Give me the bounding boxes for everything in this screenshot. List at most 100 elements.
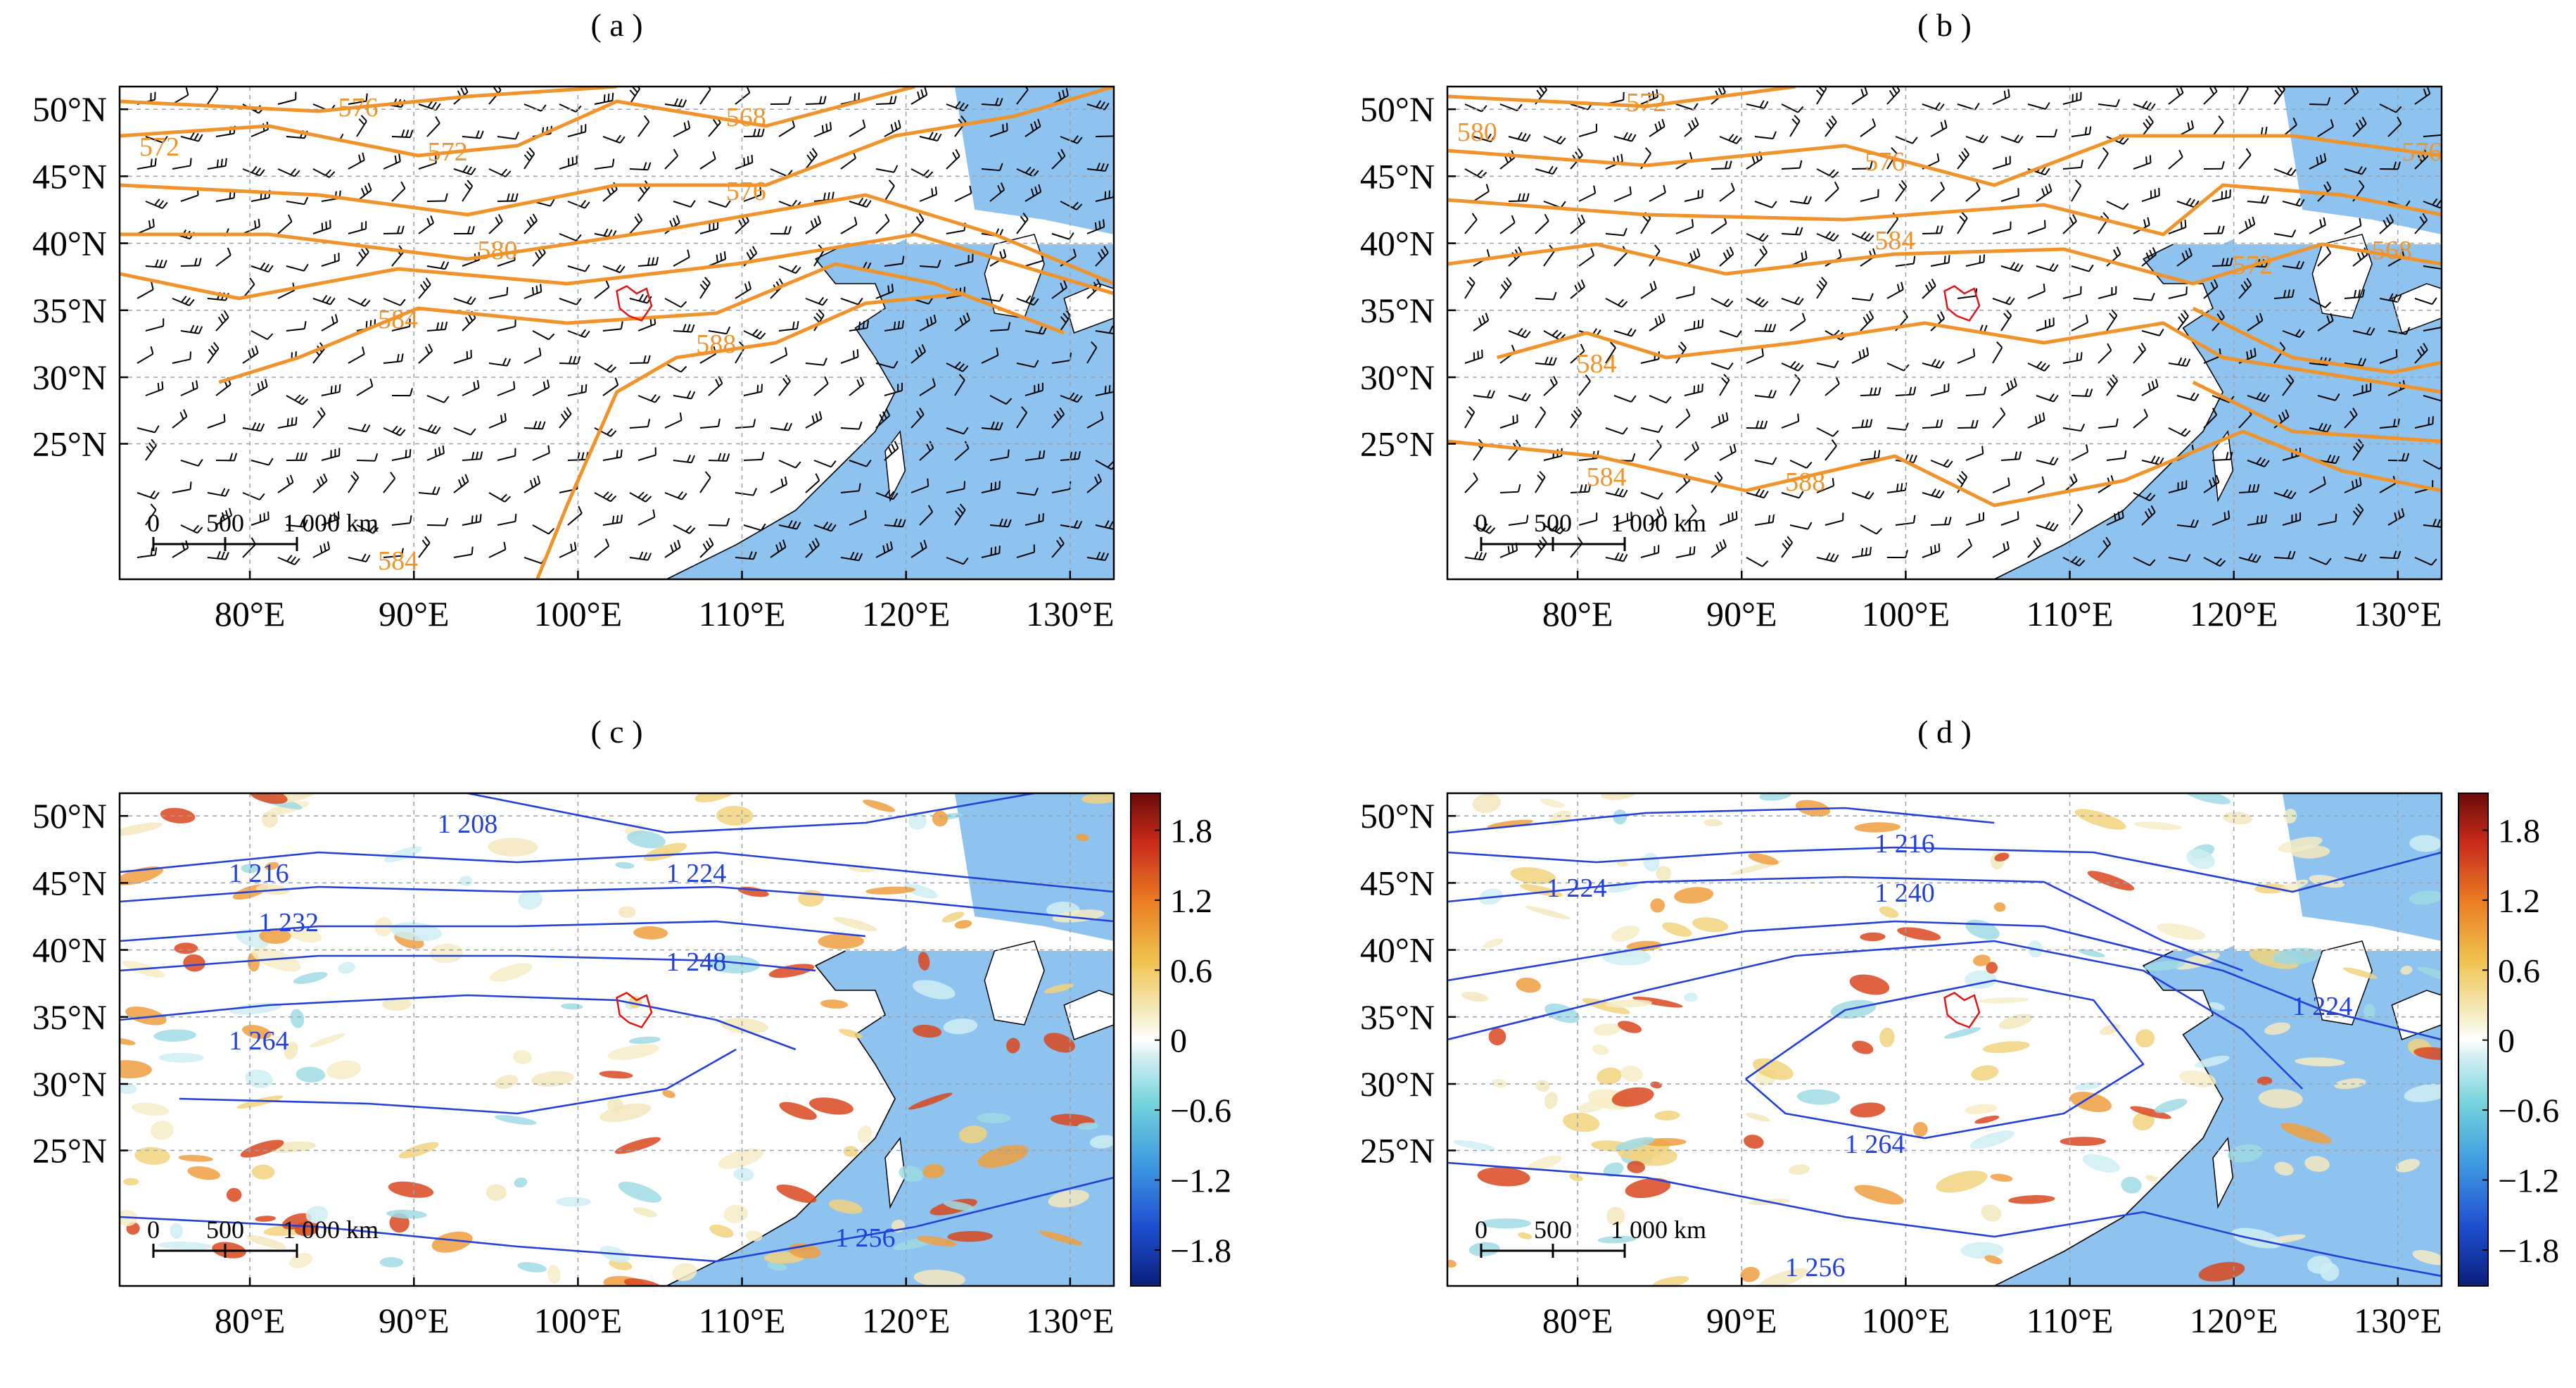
colorbar: 1.8 1.2 0.6 0 −0.6 −1.2 −1.8 [1130,793,1231,1287]
divergence-patch [240,1140,284,1158]
divergence-patch [2274,1161,2294,1176]
divergence-patch [293,971,328,984]
wind-barb [989,518,1012,528]
wind-barb [1781,491,1804,499]
wind-barb [2212,451,2233,461]
contour-label: 576 [726,177,766,206]
wind-barb [629,87,641,105]
wind-barb [2106,309,2118,332]
panel-frame [1446,792,2443,1287]
divergence-patch [672,1263,697,1282]
divergence-patch [170,1223,183,1239]
panel-c: ( c ) 1 208 1 216 1 224 1 232 1 248 1 264 1 256… [32,714,1231,1340]
wind-barb [849,377,865,396]
wind-barb [286,519,308,528]
wind-barb [180,324,203,334]
wind-barb [1965,182,1981,202]
divergence-patch [1611,1087,1654,1107]
wind-barb [242,492,265,500]
contour-line [1447,1161,2442,1277]
wind-barb [981,294,1004,303]
wind-barb [462,380,480,396]
wind-barb [559,156,578,170]
wind-barb [1543,135,1566,145]
wind-barb [1649,395,1672,404]
wind-barb [1825,376,1840,396]
divergence-patch [2145,1175,2158,1182]
wind-barb [145,198,168,210]
wind-barb [629,491,652,503]
wind-barb [348,221,367,234]
divergence-patch [1650,898,1665,913]
wind-barb [383,225,405,234]
wind-barb [172,351,192,364]
wind-barb [1684,319,1704,332]
divergence-patch [2121,1176,2142,1194]
wind-barb [1930,255,1950,267]
divergence-patch [1740,1266,1760,1282]
wind-barb [497,131,520,140]
japan [2391,990,2442,1040]
divergence-patch [1044,983,1074,994]
wind-barb [1508,327,1531,339]
divergence-patch [259,928,291,944]
divergence-patch [958,1125,987,1144]
wind-barb [1095,460,1114,470]
wind-barb [840,551,863,562]
wind-barb [673,390,696,400]
wind-barb [2036,263,2059,272]
wind-barb [2036,521,2059,532]
divergence-patch [1850,1102,1886,1118]
wind-barb [840,297,863,305]
wind-barb [524,213,538,234]
divergence-patch [1477,1167,1530,1187]
wind-barb [2141,328,2164,336]
wind-barb [250,511,269,526]
wind-barb [1095,133,1114,137]
panel-title: ( a ) [590,7,642,43]
wind-barb [2133,155,2152,170]
wind-barb [559,407,572,429]
wind-barb [1649,506,1665,526]
divergence-patch [1519,884,1563,897]
wind-barb [250,330,274,341]
y-tick-label: 35°N [1360,997,1435,1037]
wind-barb [954,503,966,526]
contour-label: 580 [1457,118,1497,147]
divergence-patch [1540,798,1565,808]
wind-barb [637,509,656,526]
divergence-patch [943,1018,978,1035]
wind-barb [2273,167,2297,177]
divergence-patch [153,1029,196,1042]
wind-barb [637,447,656,461]
divergence-patch [1480,1218,1532,1229]
divergence-patch [518,890,543,910]
divergence-patch [609,1258,633,1270]
divergence-patch [531,1071,574,1087]
wind-barb [1051,536,1065,558]
taiwan [884,430,906,503]
divergence-patch [733,1168,754,1182]
wind-barb [391,318,411,332]
wind-barb [1825,512,1844,526]
wind-barb [286,196,309,206]
wind-barb [805,148,818,170]
divergence-patch [178,1154,213,1162]
wind-barb [1684,504,1697,526]
wind-barb [594,362,617,373]
wind-barb [137,490,160,500]
divergence-patch [858,1125,873,1143]
y-tick-label: 40°N [32,930,107,970]
wind-barb [778,374,791,396]
wind-barb [1473,390,1495,399]
wind-barb [2309,476,2326,493]
wind-barb [1895,255,1916,267]
wind-barb [770,422,793,431]
wind-barb [2168,427,2191,437]
wind-barb [989,322,1011,332]
wind-barb [1851,293,1874,301]
divergence-patch [1752,1058,1794,1080]
wind-barb [1754,201,1777,208]
wind-barb [743,187,762,202]
y-tick-label: 25°N [1360,1131,1435,1171]
